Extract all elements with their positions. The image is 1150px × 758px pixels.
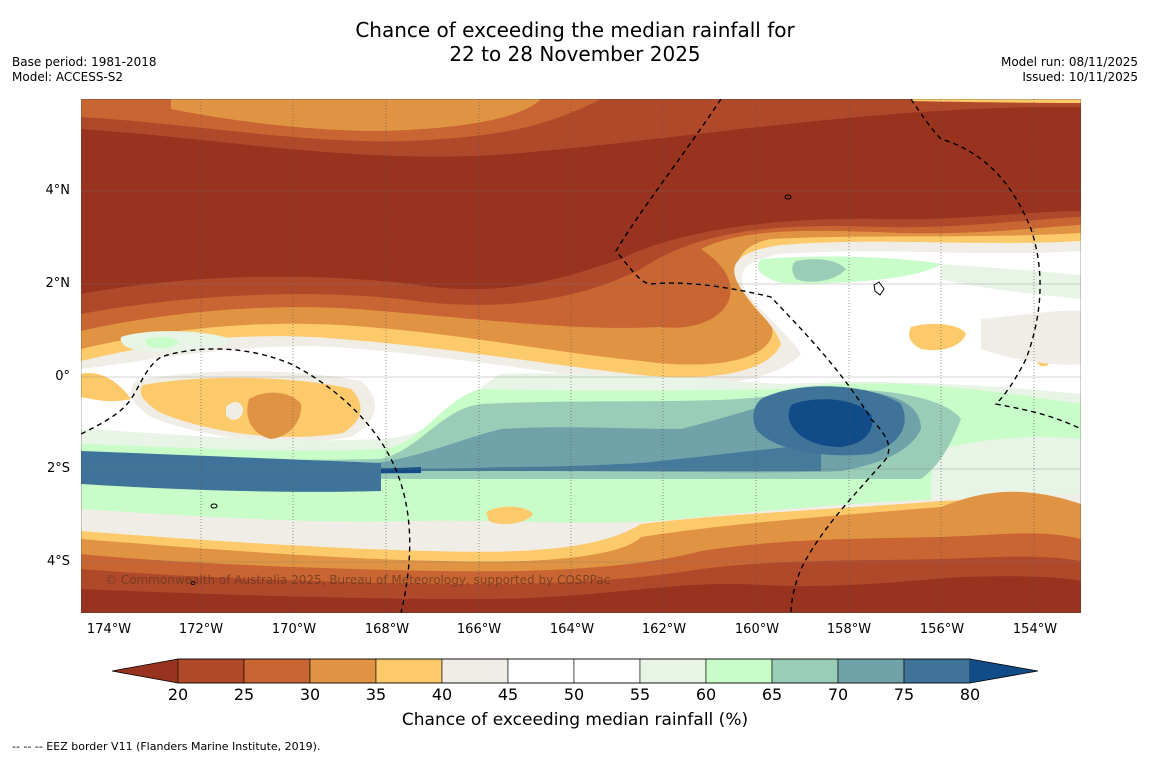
cb-tick: 45 [497, 685, 519, 704]
cb-tick: 20 [167, 685, 189, 704]
lat-label-0: 0° [55, 369, 70, 384]
colorbar-cell [837, 658, 905, 684]
lon-label-172w: 172°W [178, 622, 224, 637]
eez-legend-footer: -- -- -- EEZ border V11 (Flanders Marine… [12, 740, 321, 753]
copyright-notice: © Commonwealth of Australia 2025, Bureau… [105, 573, 611, 587]
parallels [81, 190, 1081, 563]
lat-label-2s: 2°S [46, 461, 70, 476]
model-run: Model run: 08/11/2025 [1000, 55, 1138, 69]
blob-se-80 [788, 399, 873, 447]
cb-tick: 75 [893, 685, 915, 704]
cb-tick: 80 [959, 685, 981, 704]
band-top-orange3 [171, 99, 541, 131]
colorbar-cell [243, 658, 311, 684]
meta-left: Base period: 1981-2018 Model: ACCESS-S2 [12, 55, 157, 85]
colorbar-title: Chance of exceeding median rainfall (%) [401, 710, 749, 730]
band-s-75 [81, 444, 821, 471]
lon-label-162w: 162°W [641, 622, 687, 637]
meta-right: Model run: 08/11/2025 Issued: 10/11/2025 [1001, 55, 1138, 85]
eez-left [81, 348, 411, 613]
blob-s-40 [486, 506, 533, 525]
lat-label-4s: 4°S [46, 554, 70, 569]
colorbar-extend-high [970, 659, 1038, 683]
rainfall-map [81, 99, 1081, 613]
cb-tick: 65 [761, 685, 783, 704]
cb-tick: 50 [563, 685, 585, 704]
lon-label-156w: 156°W [919, 622, 965, 637]
lon-label-160w: 160°W [734, 622, 780, 637]
colorbar-extend-low [112, 659, 178, 683]
base-period: Base period: 1981-2018 [12, 55, 157, 69]
issued-date: Issued: 10/11/2025 [1022, 70, 1138, 84]
lon-label-164w: 164°W [549, 622, 595, 637]
lon-label-166w: 166°W [456, 622, 502, 637]
colorbar-cell [903, 658, 971, 684]
cb-tick: 30 [299, 685, 321, 704]
colorbar-cell [441, 658, 509, 684]
lon-label-154w: 154°W [1012, 622, 1058, 637]
colorbar-cells [112, 658, 1038, 684]
lon-label-168w: 168°W [364, 622, 410, 637]
model-name: Model: ACCESS-S2 [12, 70, 124, 84]
lat-label-4n: 4°N [45, 183, 71, 198]
ne-pale-right [981, 310, 1081, 365]
band-s-20 [81, 576, 1081, 613]
colorbar-cell [573, 658, 641, 684]
eez-center [615, 99, 890, 613]
colorbar-cell [177, 658, 245, 684]
lat-label-2n: 2°N [45, 276, 71, 291]
title-line-1: Chance of exceeding the median rainfall … [355, 18, 795, 42]
colorbar-outline [112, 658, 1038, 684]
cb-tick: 55 [629, 685, 651, 704]
blob-left-45b [226, 402, 243, 420]
blob-left-40 [81, 373, 131, 402]
colorbar-cell [705, 658, 773, 684]
cb-tick: 70 [827, 685, 849, 704]
ne-green-dark [792, 259, 846, 282]
cb-tick: 25 [233, 685, 255, 704]
islands [190, 194, 885, 585]
cb-tick: 40 [431, 685, 453, 704]
cb-tick: 60 [695, 685, 717, 704]
ne-orange-blob [909, 323, 966, 351]
band-s-70 [81, 390, 921, 473]
eez-borders [81, 99, 1081, 613]
eez-right [910, 99, 1081, 430]
ne-pale-strip [941, 264, 1081, 299]
lon-label-174w: 174°W [86, 622, 132, 637]
cb-tick: 35 [365, 685, 387, 704]
colorbar-cell [507, 658, 575, 684]
colorbar-cell [309, 658, 377, 684]
colorbar-cell [771, 658, 839, 684]
colorbar-cell [375, 658, 443, 684]
colorbar-cell [639, 658, 707, 684]
green-left-dot [146, 336, 179, 348]
band-top-edge [911, 99, 1081, 103]
blob-left-35 [247, 392, 302, 439]
title-line-2: 22 to 28 November 2025 [449, 42, 701, 66]
colorbar [112, 658, 1038, 684]
lon-label-158w: 158°W [826, 622, 872, 637]
lon-label-170w: 170°W [271, 622, 317, 637]
map-title: Chance of exceeding the median rainfall … [0, 18, 1150, 66]
band-s-blue-left [81, 451, 381, 492]
